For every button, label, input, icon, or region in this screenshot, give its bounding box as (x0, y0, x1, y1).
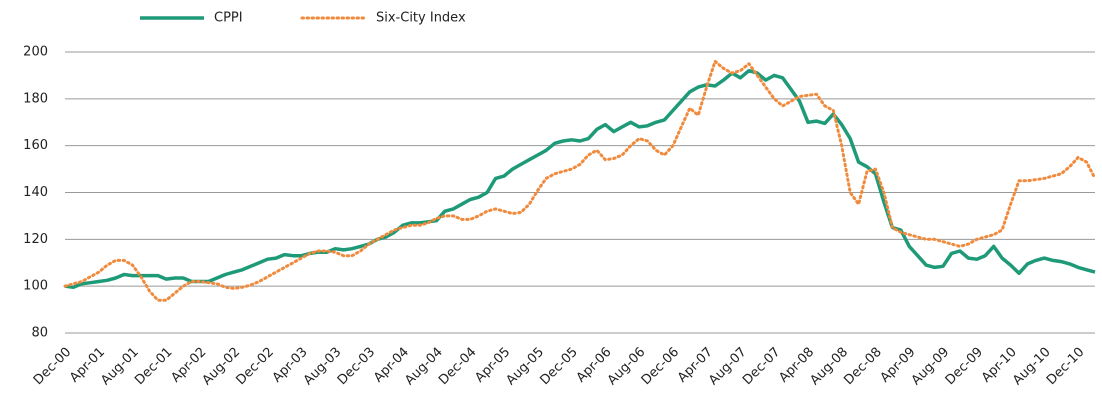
y-tick-label: 100 (23, 279, 48, 294)
x-tick-label: Dec-05 (537, 345, 580, 388)
y-tick-label: 160 (23, 138, 48, 153)
y-tick-label: 180 (23, 91, 48, 106)
x-tick-label: Dec-08 (841, 345, 884, 388)
y-tick-label: 80 (31, 326, 48, 341)
x-tick-label: Dec-06 (639, 345, 682, 388)
x-tick-label: Dec-10 (1044, 345, 1087, 388)
y-tick-label: 120 (23, 232, 48, 247)
x-tick-label: Dec-09 (943, 345, 986, 388)
x-tick-label: Dec-01 (132, 345, 175, 388)
x-tick-label: Dec-03 (335, 345, 378, 388)
x-tick-label: Dec-07 (740, 345, 783, 388)
legend-label: CPPI (214, 11, 243, 26)
legend-label: Six-City Index (376, 11, 466, 26)
y-tick-label: 140 (23, 185, 48, 200)
x-tick-label: Dec-04 (436, 345, 479, 388)
series-line (63, 59, 1097, 302)
x-tick-label: Dec-00 (31, 345, 74, 388)
series-line (64, 68, 1096, 290)
y-tick-label: 200 (23, 45, 48, 60)
x-tick-label: Dec-02 (234, 345, 277, 388)
